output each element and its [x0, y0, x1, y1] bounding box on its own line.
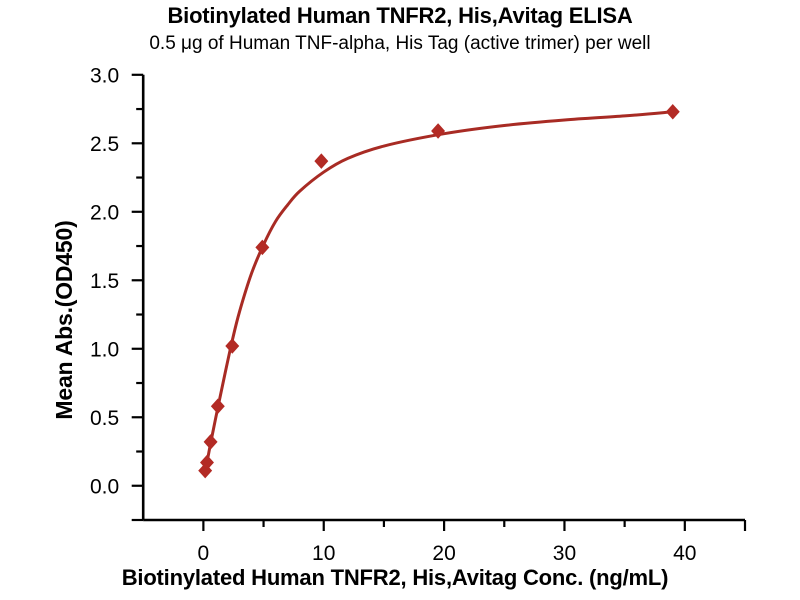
x-tick-label: 0 [198, 542, 210, 565]
x-tick-label: 30 [553, 542, 576, 565]
data-point-marker [665, 104, 680, 120]
data-point-marker [225, 338, 240, 354]
x-tick-label: 40 [673, 542, 696, 565]
chart-subtitle: 0.5 μg of Human TNF-alpha, His Tag (acti… [149, 33, 651, 54]
data-point-marker [431, 123, 446, 139]
data-point-marker [314, 153, 329, 169]
data-point-marker [255, 239, 270, 256]
y-tick-label: 0.0 [90, 475, 119, 498]
x-axis-label: Biotinylated Human TNFR2, His,Avitag Con… [121, 565, 669, 590]
y-tick-label: 2.0 [90, 201, 119, 224]
data-point-marker [203, 434, 218, 450]
data-point-marker [200, 454, 214, 471]
y-tick-label: 0.5 [90, 407, 119, 430]
y-tick-label: 2.5 [90, 133, 119, 156]
y-tick-label: 1.5 [90, 270, 119, 293]
x-tick-label: 20 [432, 542, 455, 565]
data-point-marker [210, 398, 225, 415]
y-tick-label: 1.0 [90, 338, 119, 361]
y-tick-label: 3.0 [90, 64, 119, 87]
x-tick-label: 10 [312, 542, 335, 565]
chart-title: Biotinylated Human TNFR2, His,Avitag ELI… [167, 3, 633, 28]
fit-curve [203, 110, 675, 473]
